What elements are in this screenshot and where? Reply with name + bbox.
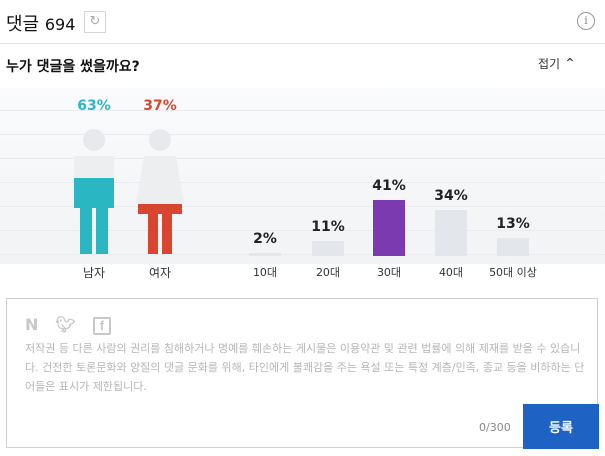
twitter-icon[interactable]: 🐦︎ [55,315,76,334]
age-label-5: 50대 이상 [489,266,537,279]
age-percent-1: 2% [253,231,277,247]
gender-figures [74,129,184,254]
comment-title-label: 댓글 [6,14,40,35]
char-count: 0/300 [479,421,511,434]
comment-input-box[interactable]: N 🐦︎ f 저작권 등 다른 사람의 권리를 침해하거나 명예를 훼손하는 게… [6,298,599,449]
facebook-icon[interactable]: f [92,317,111,335]
social-share: N 🐦︎ f [25,315,123,335]
chevron-up-icon: ⌃ [564,56,576,72]
age-percent-2: 11% [311,219,345,235]
submit-button[interactable]: 등록 [523,404,599,449]
comment-count: 694 [44,15,76,34]
age-label-4: 40대 [438,266,464,279]
age-label-3: 30대 [376,266,402,279]
comment-notice[interactable]: 저작권 등 다른 사람의 권리를 침해하거나 명예를 훼손하는 게시물은 이용약… [25,342,585,393]
refresh-icon[interactable]: ↻ [84,11,106,33]
age-percent-3: 41% [372,178,406,194]
naver-icon[interactable]: N [25,315,39,334]
info-icon[interactable]: i [577,12,595,30]
fold-label: 접기 [538,57,561,71]
female-figure-icon [136,129,184,254]
fold-button[interactable]: 접기 ⌃ [538,55,576,72]
age-percent-5: 13% [496,216,530,232]
comment-header: 댓글 694 ↻ i [0,0,605,44]
female-label: 여자 [148,266,172,280]
age-label-1: 10대 [252,266,278,279]
age-bar-3 [373,200,405,256]
male-figure-icon [74,129,114,254]
comment-title: 댓글 694 [6,10,75,36]
age-label-2: 20대 [315,266,341,279]
age-bar-5 [497,238,529,256]
female-percent: 37% [143,98,177,114]
male-percent: 63% [77,98,111,114]
age-bar-2 [312,241,344,256]
age-percent-4: 34% [434,188,468,204]
demographics-question: 누가 댓글을 썼을까요? [6,59,140,75]
age-bar-4 [435,210,467,256]
male-label: 남자 [82,266,106,280]
age-bar-1 [249,253,281,256]
